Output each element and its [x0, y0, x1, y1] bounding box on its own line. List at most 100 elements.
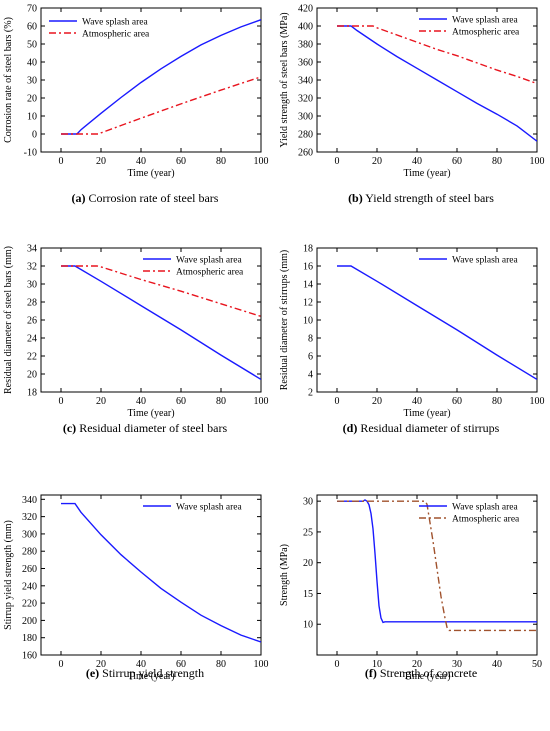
y-tick-label: 25	[303, 527, 313, 538]
x-tick-label: 80	[216, 659, 226, 670]
y-tick-label: 200	[22, 616, 37, 627]
y-tick-label: 380	[298, 40, 313, 51]
y-tick-label: 260	[22, 564, 37, 575]
x-tick-label: 60	[452, 156, 462, 167]
x-tick-label: 0	[335, 156, 340, 167]
y-tick-label: 2	[308, 388, 313, 399]
y-tick-label: 260	[298, 148, 313, 159]
y-tick-label: 34	[27, 244, 37, 255]
plot-frame	[40, 494, 262, 656]
x-tick-label: 40	[136, 156, 146, 167]
y-tick-label: 12	[303, 298, 313, 309]
caption-prefix: (d)	[343, 421, 358, 435]
y-tick-label: 40	[27, 58, 37, 69]
x-tick-label: 0	[59, 659, 64, 670]
y-tick-label: 280	[22, 547, 37, 558]
legend-label: Atmospheric area	[82, 30, 150, 40]
y-tick-label: 20	[303, 558, 313, 569]
y-tick-label: 18	[303, 244, 313, 255]
x-tick-label: 100	[254, 156, 269, 167]
y-tick-label: 320	[22, 512, 37, 523]
y-tick-label: 8	[308, 334, 313, 345]
y-tick-label: 400	[298, 22, 313, 33]
y-tick-label: 240	[22, 581, 37, 592]
panel-caption: (c) Residual diameter of steel bars	[63, 421, 228, 435]
y-tick-label: 6	[308, 352, 313, 363]
y-tick-label: 26	[27, 316, 37, 327]
chart-panel-1: 0 20 40 60 80 100 260 280 300 320 340 360 380 400 420 T…	[279, 4, 545, 206]
x-axis-label: Time (year)	[127, 671, 174, 682]
y-axis-label: Yield strength of steel bars (MPa)	[279, 12, 290, 147]
y-tick-label: 70	[27, 4, 37, 15]
series-line-0	[61, 502, 261, 643]
x-tick-label: 0	[59, 396, 64, 407]
caption-text: Yield strength of steel bars	[365, 191, 494, 205]
y-tick-label: 180	[22, 633, 37, 644]
y-tick-label: 220	[22, 599, 37, 610]
y-tick-label: 50	[27, 40, 37, 51]
x-tick-label: 10	[372, 659, 382, 670]
y-tick-label: 340	[298, 76, 313, 87]
y-axis-label: Residual diameter of steel bars (mm)	[3, 246, 14, 394]
x-tick-label: 20	[96, 156, 106, 167]
x-tick-label: 40	[492, 659, 502, 670]
x-tick-label: 40	[136, 659, 146, 670]
x-tick-label: 0	[59, 156, 64, 167]
series-line-0	[337, 499, 537, 624]
caption-text: Strength of concrete	[380, 666, 477, 680]
x-axis-label: Time (year)	[403, 408, 450, 419]
x-axis-label: Time (year)	[127, 408, 174, 419]
y-tick-label: 22	[27, 352, 37, 363]
x-tick-label: 60	[176, 659, 186, 670]
y-tick-label: 10	[303, 316, 313, 327]
caption-prefix: (b)	[348, 191, 363, 205]
x-tick-label: 100	[254, 659, 269, 670]
x-tick-label: 50	[532, 659, 542, 670]
y-tick-label: 160	[22, 651, 37, 662]
x-tick-label: 0	[335, 659, 340, 670]
caption-text: Stirrup yield strength	[102, 666, 204, 680]
caption-prefix: (e)	[86, 666, 99, 680]
x-tick-label: 20	[96, 659, 106, 670]
x-tick-label: 40	[136, 396, 146, 407]
y-tick-label: 10	[303, 620, 313, 631]
y-tick-label: 60	[27, 22, 37, 33]
y-tick-label: 300	[298, 112, 313, 123]
series-line-1	[61, 76, 261, 135]
caption-prefix: (a)	[72, 191, 86, 205]
x-tick-label: 60	[176, 156, 186, 167]
x-tick-label: 80	[216, 396, 226, 407]
chart-panel-2: 0 20 40 60 80 100 18 20 22 24 26 28 30 32 34 Time (year…	[3, 244, 269, 436]
y-tick-label: 16	[303, 262, 313, 273]
series-line-0	[61, 265, 261, 380]
y-tick-label: 14	[303, 280, 313, 291]
x-tick-label: 100	[530, 156, 545, 167]
x-axis-label: Time (year)	[127, 168, 174, 179]
x-tick-label: 20	[96, 396, 106, 407]
legend-label: Atmospheric area	[452, 515, 520, 525]
y-tick-label: 28	[27, 298, 37, 309]
series-line-0	[337, 25, 537, 142]
caption-prefix: (c)	[63, 421, 76, 435]
y-tick-label: 24	[27, 334, 37, 345]
y-tick-label: 32	[27, 262, 37, 273]
y-tick-label: 4	[308, 370, 313, 381]
x-tick-label: 80	[492, 156, 502, 167]
x-tick-label: 60	[176, 396, 186, 407]
legend-label: Wave splash area	[176, 256, 242, 266]
chart-panel-0: 0 20 40 60 80 100 -10 0 10 20 30 40 50 60 70 Time (year…	[3, 4, 269, 206]
y-tick-label: 10	[27, 112, 37, 123]
y-axis-label: Stirrup yield strength (mm)	[3, 520, 14, 630]
y-tick-label: 340	[22, 495, 37, 506]
panel-caption: (d) Residual diameter of stirrups	[343, 421, 500, 435]
x-tick-label: 20	[372, 396, 382, 407]
legend-label: Wave splash area	[82, 18, 148, 28]
caption-prefix: (f)	[365, 666, 377, 680]
x-tick-label: 60	[452, 396, 462, 407]
plot-frame	[316, 494, 538, 656]
x-tick-label: 100	[254, 396, 269, 407]
x-tick-label: 100	[530, 396, 545, 407]
